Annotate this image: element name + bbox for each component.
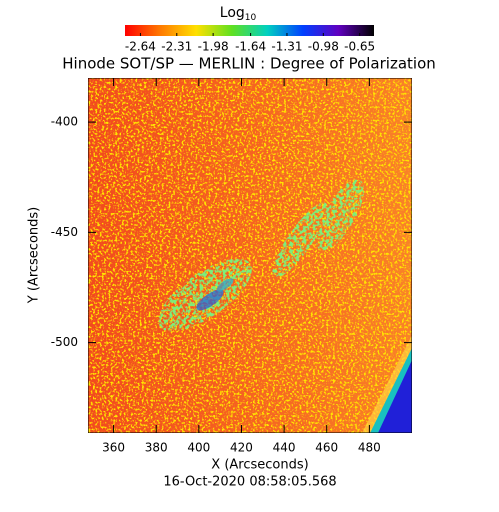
colorbar-label: Log10 [220, 5, 257, 23]
y-tick-label: -400 [51, 115, 78, 129]
x-axis-label: X (Arcseconds) [211, 458, 308, 473]
colorbar-label-main: Log [220, 5, 245, 21]
y-tick-label: -500 [51, 335, 78, 349]
polarization-map [88, 78, 412, 433]
colorbar-label-sub: 10 [245, 13, 257, 23]
x-tick-label: 460 [315, 441, 338, 455]
colorbar-tick-label: -0.98 [308, 40, 339, 54]
x-tick-label: 480 [358, 441, 381, 455]
colorbar-tick-label: -1.64 [235, 40, 266, 54]
footer: 16-Oct-2020 08:58:05.568 [163, 475, 336, 490]
y-tick-label: -450 [51, 225, 78, 239]
x-tick-label: 400 [187, 441, 210, 455]
colorbar-tick-label: -0.65 [344, 40, 375, 54]
chart-title: Hinode SOT/SP — MERLIN : Degree of Polar… [62, 55, 436, 73]
colorbar-tick-label: -1.98 [198, 40, 229, 54]
colorbar-tick-label: -2.31 [161, 40, 192, 54]
y-axis-label: Y (Arcseconds) [27, 207, 42, 304]
x-tick-label: 360 [102, 441, 125, 455]
x-tick-label: 420 [230, 441, 253, 455]
colorbar-tick-label: -1.31 [271, 40, 302, 54]
colorbar-tick-label: -2.64 [125, 40, 156, 54]
x-tick-label: 440 [273, 441, 296, 455]
colorbar [125, 25, 374, 36]
x-tick-label: 380 [145, 441, 168, 455]
